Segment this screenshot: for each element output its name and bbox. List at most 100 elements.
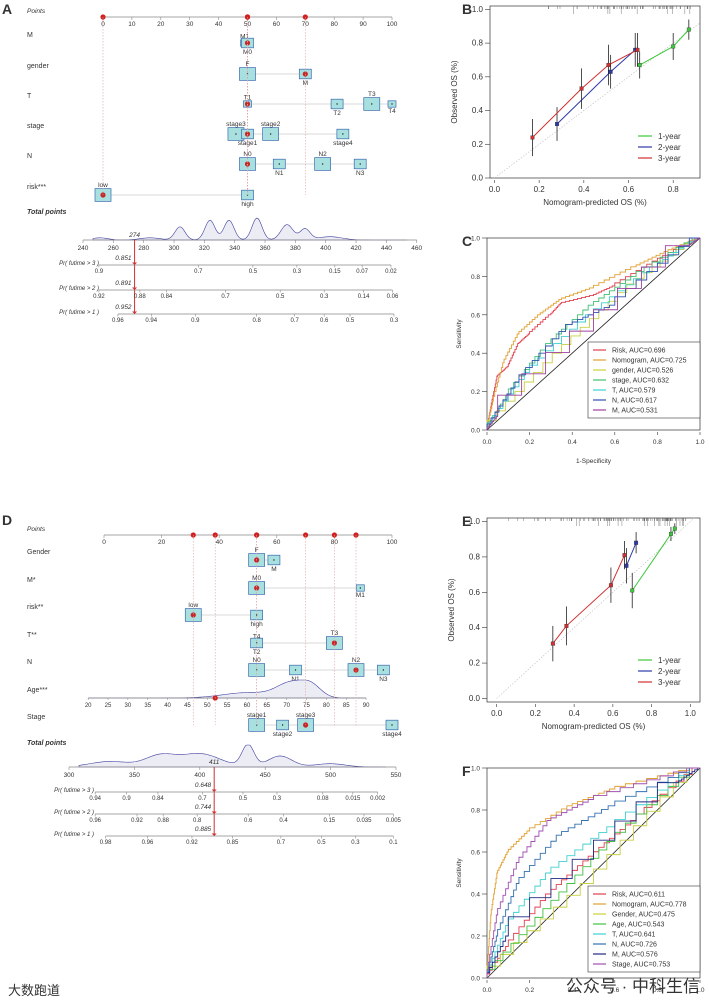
x-tick-label: 0.0 <box>491 709 503 718</box>
variable-label-stage: stage <box>27 123 44 130</box>
survival-tick-label: 0.3 <box>273 796 282 802</box>
level-label: N1 <box>275 170 284 177</box>
points-tick-label: 80 <box>331 21 339 28</box>
survival-tick-label: 0.3 <box>293 269 302 275</box>
y-tick-label: 0.4 <box>472 106 484 115</box>
x-tick-label: 0.0 <box>482 987 491 994</box>
level-center <box>360 163 361 164</box>
level-center <box>342 133 343 134</box>
legend-label: 3-year <box>658 678 681 687</box>
y-axis-label: Observed OS (%) <box>450 60 459 123</box>
y-tick-label: 0.6 <box>472 72 484 81</box>
y-tick-label: 0.8 <box>469 552 481 561</box>
figure: ABCDEFPoints0102030405060708090100MM1M0g… <box>0 0 709 1001</box>
survival-tick-label: 0.88 <box>134 294 146 300</box>
survival-tick-label: 0.15 <box>329 269 341 275</box>
age-tick-label: 45 <box>184 703 191 709</box>
x-tick-label: 0.8 <box>653 439 662 446</box>
points-tick-label: 0 <box>102 539 106 546</box>
survival-tick-label: 0.96 <box>112 318 124 324</box>
prediction-marker <box>212 790 217 793</box>
survival-axis-label: Pr( futime > 3 ) <box>59 261 99 267</box>
points-tick-label: 90 <box>359 21 367 28</box>
points-tick-label: 30 <box>186 21 194 28</box>
x-axis-label: Nomogram-predicted OS (%) <box>543 198 647 207</box>
y-tick-label: 0.6 <box>471 850 480 857</box>
x-tick-label: 0.6 <box>610 439 619 446</box>
y-axis-label: Observed OS (%) <box>447 578 456 641</box>
level-label: M1 <box>356 592 365 599</box>
x-tick-label: 0.2 <box>530 709 542 718</box>
y-tick-label: 0.2 <box>472 140 484 149</box>
x-tick-label: 0.4 <box>568 439 577 446</box>
calibration-point <box>531 136 535 140</box>
variable-label-gender: Gender <box>27 549 51 556</box>
survival-tick-label: 0.5 <box>249 269 258 275</box>
calibration-line-1-year <box>632 529 675 591</box>
survival-tick-label: 0.7 <box>221 294 230 300</box>
level-center <box>282 724 283 725</box>
age-tick-label: 30 <box>125 703 132 709</box>
level-label: high <box>250 621 263 628</box>
survival-tick-label: 0.84 <box>161 294 173 300</box>
calibration-line-2-year <box>557 50 635 124</box>
prediction-marker <box>132 263 137 266</box>
calibration-point <box>636 48 640 52</box>
survival-tick-label: 0.88 <box>157 818 169 824</box>
calibration-point <box>555 122 559 126</box>
survival-tick-label: 0.7 <box>290 318 299 324</box>
survival-tick-label: 0.8 <box>193 818 202 824</box>
survival-tick-label: 0.002 <box>370 796 386 802</box>
legend-label: Stage, AUC=0.753 <box>612 962 670 969</box>
total-points-tick-label: 340 <box>229 245 240 252</box>
y-tick-label: 0.4 <box>469 623 481 632</box>
y-tick-label: 0.4 <box>471 892 480 899</box>
survival-probability-value: 0.885 <box>195 826 212 833</box>
variable-label-t: T <box>27 93 32 100</box>
survival-axis-label: Pr( futime > 2 ) <box>54 810 94 816</box>
total-points-density <box>93 218 407 240</box>
total-points-tick-label: 240 <box>78 245 89 252</box>
variable-label-t: T** <box>27 632 37 639</box>
variable-label-m: M <box>27 32 33 39</box>
total-points-tick-label: 460 <box>411 245 422 252</box>
legend-label: stage, AUC=0.632 <box>612 378 669 385</box>
level-center <box>279 163 280 164</box>
y-tick-label: 0.8 <box>471 274 480 281</box>
age-tick-label: 20 <box>85 703 92 709</box>
level-label: T3 <box>368 91 376 98</box>
x-tick-label: 0.8 <box>646 709 658 718</box>
y-tick-label: 0.0 <box>472 174 484 183</box>
survival-tick-label: 0.92 <box>131 818 143 824</box>
calibration-point <box>669 532 673 536</box>
survival-axis-label: Pr( futime > 1 ) <box>59 310 99 316</box>
survival-probability-value: 0.851 <box>115 255 132 262</box>
calibration-point <box>623 553 627 557</box>
level-center <box>273 559 274 560</box>
y-tick-label: 0.0 <box>471 428 480 435</box>
x-axis-label: 1-Specificity <box>576 458 612 465</box>
calibration-line-2-year <box>626 543 636 566</box>
survival-axis-label: Pr( futime > 1 ) <box>54 832 94 838</box>
level-center <box>336 103 337 104</box>
x-tick-label: 0.4 <box>569 709 581 718</box>
variable-label-n: N <box>27 659 32 666</box>
calibration-line-1-year <box>640 30 689 65</box>
age-tick-label: 65 <box>263 703 270 709</box>
total-points-tick-label: 320 <box>199 245 210 252</box>
total-points-label: Total points <box>27 740 67 747</box>
legend-label: 1-year <box>658 132 681 141</box>
level-center <box>295 669 296 670</box>
survival-tick-label: 0.4 <box>279 818 288 824</box>
calibration-point <box>565 624 569 628</box>
y-axis-label: Sensitivity <box>456 858 463 888</box>
survival-tick-label: 0.94 <box>89 796 101 802</box>
survival-tick-label: 0.035 <box>356 818 372 824</box>
total-points-tick-label: 300 <box>169 245 180 252</box>
points-tick-label: 60 <box>273 21 281 28</box>
x-tick-label: 0.0 <box>489 185 501 194</box>
survival-tick-label: 0.6 <box>244 818 253 824</box>
survival-tick-label: 0.6 <box>320 318 329 324</box>
x-tick-label: 0.8 <box>668 185 680 194</box>
level-label: stage4 <box>382 731 402 738</box>
